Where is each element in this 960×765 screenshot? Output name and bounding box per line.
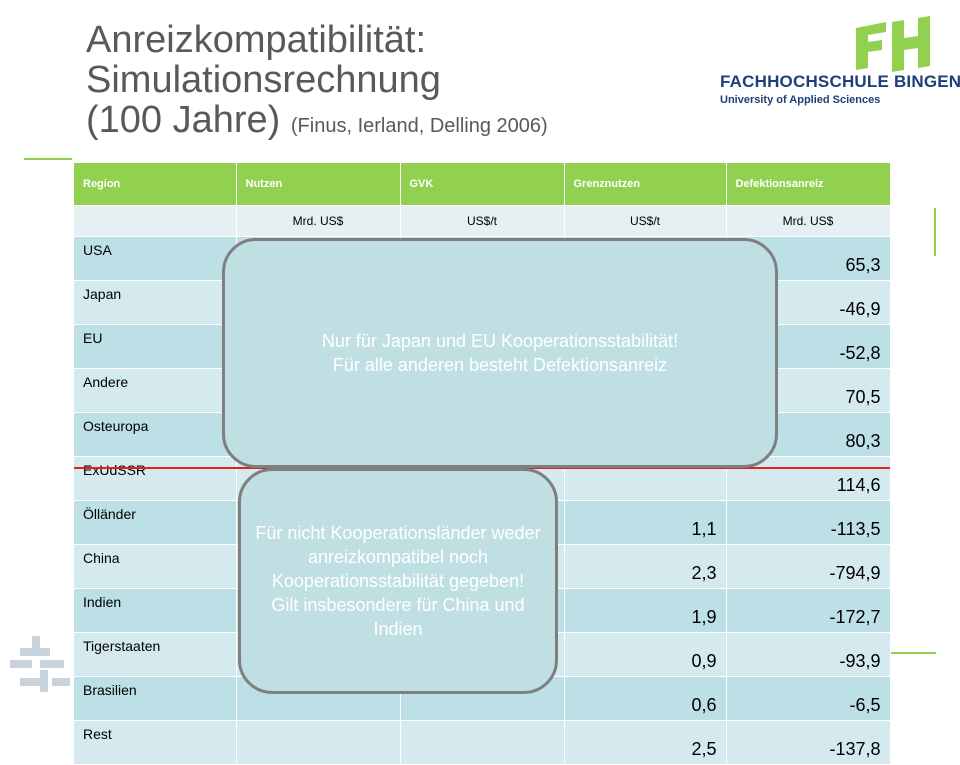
cell-region: Andere [74, 368, 237, 413]
cell-region: China [74, 544, 237, 589]
cell-region: Rest [74, 720, 237, 765]
fh-bingen-logo: FACHHOCHSCHULE BINGEN University of Appl… [718, 14, 960, 108]
header-grenznutzen: Grenznutzen [564, 163, 727, 206]
callout-bottom-text: Für nicht Kooperationsländer weder anrei… [255, 523, 541, 639]
header-region: Region [74, 163, 237, 206]
title-line-3: (100 Jahre) (Finus, Ierland, Delling 200… [86, 100, 706, 146]
decor-line-right [934, 208, 936, 256]
logo-subtitle: University of Applied Sciences [720, 94, 881, 106]
unit-region [74, 205, 237, 237]
slide-title: Anreizkompatibilität: Simulationsrechnun… [86, 20, 706, 146]
cell-region: ExUdSSR [74, 456, 237, 501]
table-row: Rest 2,5 -137,8 [74, 720, 891, 765]
cell-defektionsanreiz: -93,9 [726, 632, 891, 677]
fh-pattern-icon [10, 636, 70, 692]
cell-defektionsanreiz: -113,5 [726, 500, 891, 545]
unit-nutzen: Mrd. US$ [236, 205, 401, 237]
header-nutzen: Nutzen [236, 163, 401, 206]
cell-region: Indien [74, 588, 237, 633]
cell-defektionsanreiz: -794,9 [726, 544, 891, 589]
logo-school-name: FACHHOCHSCHULE BINGEN [720, 72, 960, 91]
cell-region: Tigerstaaten [74, 632, 237, 677]
cell-region: USA [74, 236, 237, 281]
callout-bottom: Für nicht Kooperationsländer weder anrei… [238, 468, 558, 694]
cell-nutzen [236, 720, 401, 765]
cell-defektionsanreiz: -172,7 [726, 588, 891, 633]
unit-defektionsanreiz: Mrd. US$ [726, 205, 891, 237]
cell-grenznutzen: 2,5 [564, 720, 727, 765]
header-gvk: GVK [400, 163, 565, 206]
cell-region: Japan [74, 280, 237, 325]
cell-grenznutzen: 1,1 [564, 500, 727, 545]
cell-grenznutzen: 0,6 [564, 676, 727, 721]
title-line-1: Anreizkompatibilität: [86, 19, 427, 61]
decor-line-left [24, 158, 72, 160]
cell-region: Ölländer [74, 500, 237, 545]
cell-region: EU [74, 324, 237, 369]
cell-defektionsanreiz: -137,8 [726, 720, 891, 765]
cell-region: Brasilien [74, 676, 237, 721]
cell-gvk [400, 720, 565, 765]
title-line-2: Simulationsrechnung [86, 59, 441, 101]
cell-defektionsanreiz: -6,5 [726, 676, 891, 721]
table-header-row: Region Nutzen GVK Grenznutzen Defektions… [74, 163, 891, 206]
title-years: (100 Jahre) [86, 99, 281, 141]
header-defektionsanreiz: Defektionsanreiz [726, 163, 891, 206]
callout-top-text: Nur für Japan und EU Kooperationsstabili… [321, 331, 679, 375]
title-citation: (Finus, Ierland, Delling 2006) [290, 115, 548, 137]
unit-gvk: US$/t [400, 205, 565, 237]
cell-grenznutzen: 1,9 [564, 588, 727, 633]
cell-region: Osteuropa [74, 412, 237, 457]
cell-grenznutzen: 2,3 [564, 544, 727, 589]
decor-line-bottom [888, 652, 936, 654]
cell-grenznutzen: 0,9 [564, 632, 727, 677]
callout-top: Nur für Japan und EU Kooperationsstabili… [222, 238, 778, 468]
fh-logo-mark-icon [856, 16, 930, 72]
unit-grenznutzen: US$/t [564, 205, 727, 237]
table-row: Brasilien 0,6 -6,5 [74, 676, 891, 721]
table-units-row: Mrd. US$ US$/t US$/t Mrd. US$ [74, 205, 891, 237]
